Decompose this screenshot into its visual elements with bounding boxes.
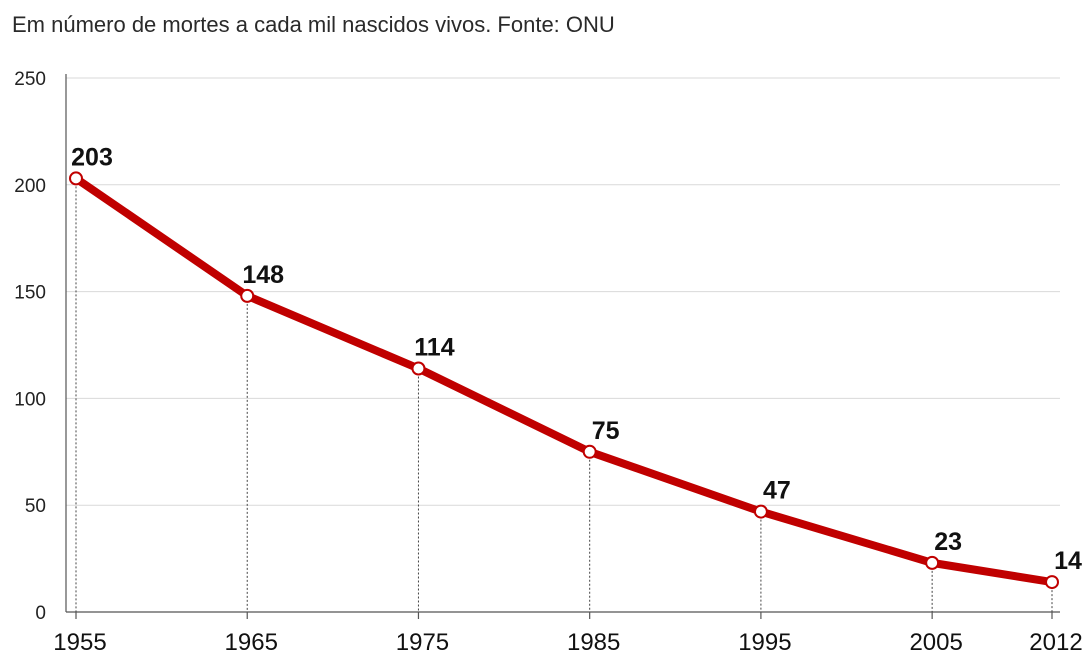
data-point-1975 [411, 361, 426, 376]
series-group [72, 174, 1056, 587]
chart-subtitle: Em número de mortes a cada mil nascidos … [12, 12, 615, 37]
data-label-1975: 114 [414, 333, 454, 361]
data-markers [69, 171, 1059, 590]
data-label-1985: 75 [592, 417, 620, 445]
data-labels: 203 148 114 75 47 23 14 [71, 143, 1082, 575]
x-tick-label-1955: 1955 [53, 629, 106, 652]
data-point-1965 [240, 288, 255, 303]
data-label-1995: 47 [763, 477, 791, 505]
data-label-1965: 148 [242, 261, 284, 289]
data-label-1955: 203 [71, 143, 113, 171]
x-axis: 1955 1965 1975 1985 1995 2005 2012 [53, 612, 1083, 652]
y-tick-label-150: 150 [14, 283, 46, 304]
x-tick-label-1995: 1995 [738, 629, 791, 652]
y-tick-label-250: 250 [14, 69, 46, 90]
x-tick-label-1975: 1975 [396, 629, 449, 652]
x-tick-label-2005: 2005 [909, 629, 962, 652]
data-point-2012 [1045, 575, 1059, 590]
data-point-2005 [925, 555, 940, 570]
data-point-1985 [582, 444, 597, 459]
data-label-2005: 23 [934, 528, 962, 556]
series-line [72, 174, 1056, 587]
y-tick-label-0: 0 [35, 603, 46, 624]
y-tick-label-50: 50 [25, 496, 46, 517]
x-tick-label-1965: 1965 [225, 629, 278, 652]
y-axis: 0 50 100 150 200 250 [14, 69, 1060, 624]
y-tick-label-100: 100 [14, 389, 46, 410]
data-point-1955 [69, 171, 83, 186]
x-tick-label-1985: 1985 [567, 629, 620, 652]
y-tick-label-200: 200 [14, 176, 46, 197]
data-point-1995 [753, 504, 768, 519]
data-label-2012: 14 [1054, 547, 1082, 575]
grid-lines [66, 77, 1060, 506]
drop-lines [75, 178, 1053, 612]
x-tick-label-2012: 2012 [1029, 629, 1082, 652]
